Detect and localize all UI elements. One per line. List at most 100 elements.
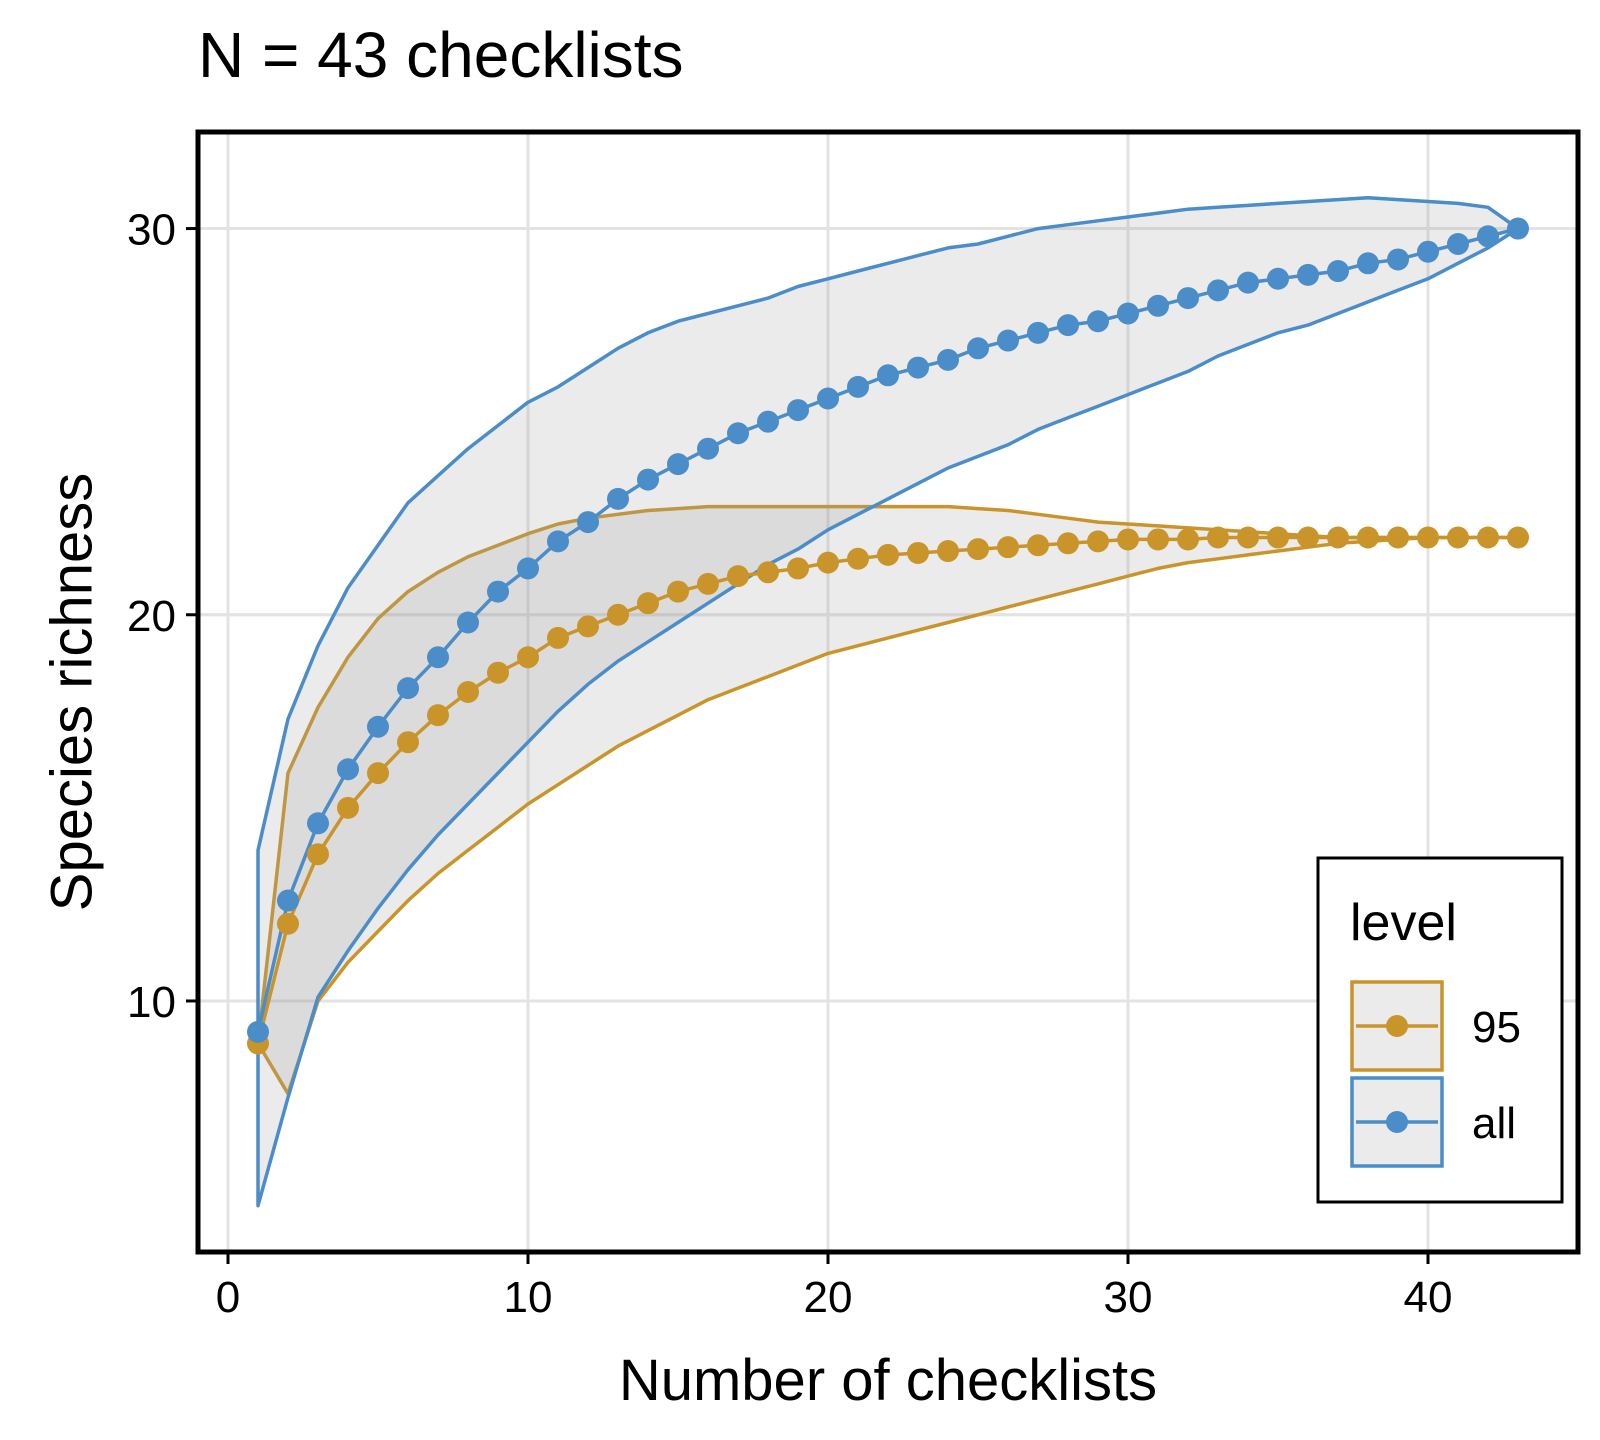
data-point-95 [1207, 526, 1229, 549]
data-point-95 [367, 762, 389, 785]
data-point-all [1057, 314, 1079, 337]
y-tick-label: 20 [127, 592, 176, 641]
data-point-95 [1357, 526, 1379, 549]
data-point-95 [847, 547, 869, 570]
data-point-all [247, 1020, 269, 1043]
data-point-95 [1267, 526, 1289, 549]
data-point-all [997, 329, 1019, 352]
data-point-all [277, 889, 299, 912]
data-point-95 [1087, 530, 1109, 553]
data-point-all [727, 422, 749, 445]
data-point-95 [997, 536, 1019, 559]
y-axis-label: Species richness [39, 473, 104, 911]
data-point-all [1447, 233, 1469, 255]
data-point-all [367, 715, 389, 738]
grid-lines [198, 132, 1578, 1252]
data-point-95 [1237, 526, 1259, 549]
data-point-all [1507, 217, 1529, 240]
data-point-95 [1057, 532, 1079, 555]
data-point-95 [637, 592, 659, 615]
data-point-all [1417, 240, 1439, 263]
data-point-all [1297, 263, 1319, 286]
data-point-all [937, 348, 959, 371]
data-point-95 [727, 565, 749, 588]
data-point-all [577, 511, 599, 534]
data-point-all [1087, 310, 1109, 333]
data-point-95 [877, 543, 899, 566]
data-point-all [1117, 302, 1139, 325]
data-point-all [907, 356, 929, 379]
data-point-all [967, 337, 989, 360]
data-point-all [697, 437, 719, 460]
data-point-all [607, 487, 629, 510]
data-point-all [1477, 225, 1499, 248]
data-point-95 [457, 681, 479, 703]
data-point-95 [1147, 528, 1169, 551]
data-point-all [1327, 260, 1349, 283]
data-point-all [1387, 248, 1409, 271]
data-point-95 [1447, 526, 1469, 549]
data-point-95 [397, 731, 419, 754]
data-point-95 [307, 843, 329, 866]
data-point-95 [1507, 526, 1529, 549]
data-point-all [487, 580, 509, 603]
data-point-all [637, 468, 659, 491]
data-point-95 [1177, 528, 1199, 551]
data-point-all [397, 677, 419, 700]
x-tick-label: 40 [1404, 1273, 1453, 1322]
series-points [247, 217, 1529, 1055]
data-point-all [457, 611, 479, 634]
data-point-95 [1027, 534, 1049, 557]
data-point-95 [1327, 526, 1349, 549]
data-point-all [517, 557, 539, 580]
legend-label-all: all [1472, 1099, 1516, 1148]
chart-title: N = 43 checklists [198, 19, 684, 91]
x-tick-label: 20 [804, 1273, 853, 1322]
data-point-all [1177, 287, 1199, 310]
y-tick-label: 30 [127, 206, 176, 255]
data-point-95 [937, 540, 959, 563]
data-point-all [307, 812, 329, 835]
data-point-95 [277, 912, 299, 935]
data-point-all [817, 387, 839, 410]
data-point-95 [907, 541, 929, 564]
axes: 0 10 20 30 40 10 20 30 [127, 206, 1452, 1322]
data-point-all [1237, 271, 1259, 294]
x-tick-label: 0 [216, 1273, 240, 1322]
data-point-95 [1477, 526, 1499, 549]
data-point-all [877, 364, 899, 387]
data-point-all [1357, 252, 1379, 275]
data-point-95 [787, 557, 809, 580]
data-point-95 [1417, 526, 1439, 549]
data-point-all [757, 410, 779, 433]
data-point-95 [517, 646, 539, 669]
data-point-95 [667, 580, 689, 603]
data-point-95 [607, 603, 629, 626]
data-point-95 [757, 561, 779, 584]
legend: level 95 all [1316, 856, 1564, 1204]
data-point-95 [1387, 526, 1409, 549]
data-point-all [667, 453, 689, 476]
data-point-95 [547, 626, 569, 649]
y-tick-label: 10 [127, 978, 176, 1027]
data-point-all [847, 375, 869, 398]
data-point-95 [967, 538, 989, 561]
data-point-all [1027, 321, 1049, 344]
legend-title: level [1350, 894, 1457, 952]
data-point-all [1147, 294, 1169, 317]
data-point-95 [337, 796, 359, 819]
legend-label-95: 95 [1472, 1003, 1521, 1052]
legend-key-point [1386, 1015, 1408, 1037]
data-point-95 [817, 551, 839, 574]
ribbon-all [256, 195, 1520, 1208]
legend-key-point [1386, 1111, 1408, 1133]
data-point-all [1267, 267, 1289, 290]
data-point-95 [487, 661, 509, 684]
x-tick-label: 10 [504, 1273, 553, 1322]
data-point-95 [1117, 528, 1139, 551]
data-point-95 [427, 704, 449, 727]
data-point-all [337, 758, 359, 781]
data-point-all [787, 399, 809, 422]
x-tick-label: 30 [1104, 1273, 1153, 1322]
